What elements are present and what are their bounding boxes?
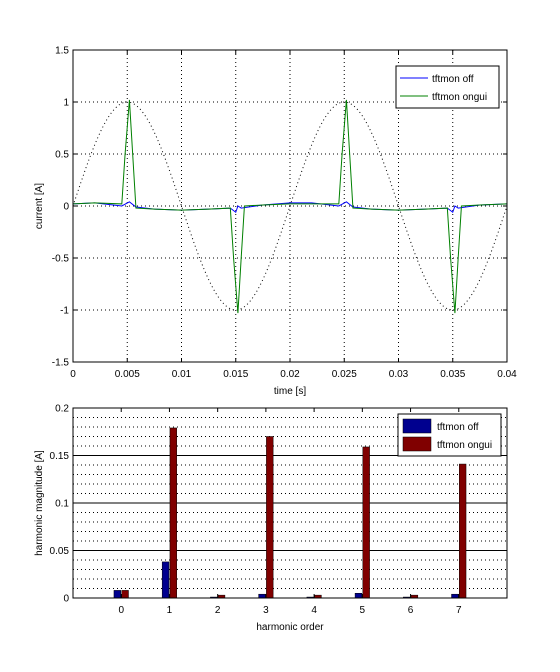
bar-x-tick-label: 3: [263, 605, 269, 616]
bar-ticks: 0 1 2 3 4 5 6 7 0 0.05 0.1 0.15 0.2: [50, 404, 507, 616]
line-chart-panel: 0 0.005 0.01 0.015 0.02 0.025 0.03 0.035 0.04 -1.…: [34, 46, 517, 398]
line-y-tick-label: -0.5: [52, 254, 70, 265]
bar-legend-swatch-off: [402, 418, 432, 434]
bar-x-tick-label: 2: [215, 605, 221, 616]
bar-y-axis-label: harmonic magnitude [A]: [34, 450, 45, 556]
bar-ongui-7: [459, 463, 467, 599]
line-series-ongui: [72, 99, 508, 314]
bar-ongui-1: [169, 427, 177, 599]
line-x-tick-label: 0.04: [497, 369, 517, 380]
bar-ongui-0: [121, 590, 129, 599]
bar-chart-panel: 0 1 2 3 4 5 6 7 0 0.05 0.1 0.15 0.2 harmonic order h…: [34, 404, 508, 633]
line-legend-label-off: tftmon off: [432, 74, 474, 85]
bar-legend-label-ongui: tftmon ongui: [437, 440, 492, 451]
line-legend-box: [395, 65, 500, 109]
bar-y-tick-label: 0.05: [50, 546, 70, 557]
line-x-tick-label: 0: [70, 369, 76, 380]
line-x-tick-label: 0.005: [115, 369, 140, 380]
bar-off-3: [258, 593, 266, 599]
bar-ongui-5: [362, 446, 370, 599]
line-y-tick-label: 0: [63, 202, 69, 213]
line-y-tick-label: 0.5: [55, 150, 69, 161]
line-legend-label-ongui: tftmon ongui: [432, 92, 487, 103]
line-y-tick-label: 1: [63, 98, 69, 109]
bar-grid: [73, 417, 507, 589]
line-x-tick-label: 0.025: [332, 369, 357, 380]
bar-off-7: [451, 593, 459, 599]
line-x-tick-label: 0.03: [389, 369, 409, 380]
bar-x-tick-label: 0: [118, 605, 124, 616]
line-ticks: 0 0.005 0.01 0.015 0.02 0.025 0.03 0.035 0.04 -1.…: [52, 46, 517, 381]
bar-x-tick-label: 5: [360, 605, 366, 616]
line-x-tick-label: 0.01: [172, 369, 192, 380]
bar-y-tick-label: 0.1: [55, 499, 69, 510]
line-x-tick-label: 0.015: [223, 369, 248, 380]
bar-x-tick-label: 6: [408, 605, 414, 616]
line-x-axis-label: time [s]: [274, 386, 306, 397]
bar-y-tick-label: 0: [63, 594, 69, 605]
bar-y-tick-label: 0.15: [50, 451, 70, 462]
bar-off-5: [354, 593, 363, 599]
bar-x-tick-label: 7: [456, 605, 462, 616]
line-series-group: [72, 99, 508, 314]
bar-y-tick-label: 0.2: [55, 404, 69, 415]
bar-legend: tftmon off tftmon ongui: [397, 413, 502, 457]
bar-off-0: [113, 590, 121, 599]
line-y-tick-label: -1.5: [52, 358, 70, 369]
line-x-tick-label: 0.02: [280, 369, 300, 380]
line-y-tick-label: -1: [60, 306, 69, 317]
line-series-off: [72, 201, 508, 214]
line-y-axis-label: current [A]: [34, 183, 45, 229]
bar-legend-label-off: tftmon off: [437, 422, 479, 433]
bar-legend-swatch-ongui: [402, 436, 432, 452]
bar-x-tick-label: 4: [311, 605, 317, 616]
line-y-tick-label: 1.5: [55, 46, 69, 57]
reference-sine-line: [72, 101, 508, 311]
line-legend: tftmon off tftmon ongui: [395, 65, 500, 109]
bar-ongui-3: [266, 436, 274, 599]
bar-x-axis-label: harmonic order: [256, 622, 324, 633]
bar-x-tick-label: 1: [167, 605, 173, 616]
bar-off-1: [161, 561, 170, 599]
line-x-tick-label: 0.035: [440, 369, 465, 380]
